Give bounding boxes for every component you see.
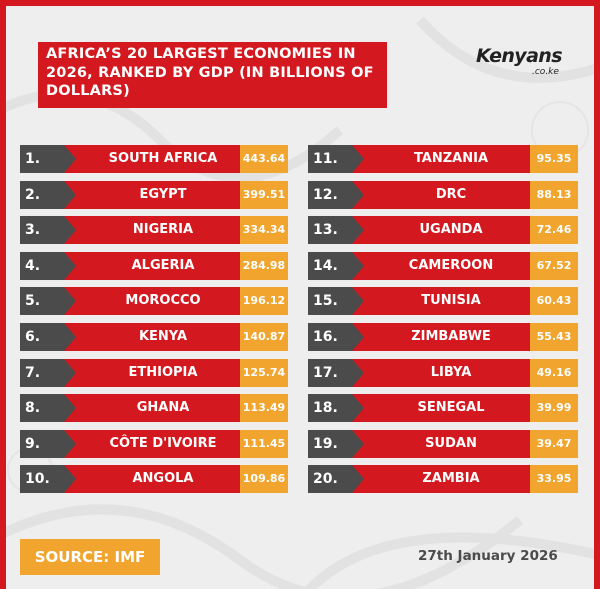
- gdp-value: 111.45: [240, 430, 288, 458]
- gdp-value: 443.64: [240, 145, 288, 173]
- country-name: CAMEROON: [352, 252, 542, 280]
- chart-title: AFRICA’S 20 LARGEST ECONOMIES IN 2026, R…: [38, 42, 387, 108]
- rank-number: 14.: [308, 252, 364, 280]
- gdp-value: 125.74: [240, 359, 288, 387]
- rank-number: 6.: [20, 323, 76, 351]
- gdp-value: 88.13: [530, 181, 578, 209]
- gdp-value: 49.16: [530, 359, 578, 387]
- gdp-value: 60.43: [530, 287, 578, 315]
- rank-number: 10.: [20, 465, 76, 493]
- rank-number: 15.: [308, 287, 364, 315]
- rank-number: 16.: [308, 323, 364, 351]
- country-name: UGANDA: [352, 216, 542, 244]
- gdp-value: 334.34: [240, 216, 288, 244]
- country-name: EGYPT: [64, 181, 254, 209]
- gdp-value: 55.43: [530, 323, 578, 351]
- rank-number: 5.: [20, 287, 76, 315]
- rank-number: 13.: [308, 216, 364, 244]
- logo-suffix: .co.ke: [532, 67, 559, 77]
- country-name: ANGOLA: [64, 465, 254, 493]
- rank-number: 4.: [20, 252, 76, 280]
- country-name: SUDAN: [352, 430, 542, 458]
- rank-number: 7.: [20, 359, 76, 387]
- gdp-value: 399.51: [240, 181, 288, 209]
- country-name: TANZANIA: [352, 145, 542, 173]
- country-name: LIBYA: [352, 359, 542, 387]
- gdp-value: 95.35: [530, 145, 578, 173]
- country-name: ALGERIA: [64, 252, 254, 280]
- gdp-value: 39.47: [530, 430, 578, 458]
- country-name: NIGERIA: [64, 216, 254, 244]
- right-border: [594, 0, 600, 589]
- gdp-value: 140.87: [240, 323, 288, 351]
- left-border: [0, 0, 6, 589]
- gdp-value: 113.49: [240, 394, 288, 422]
- rank-number: 11.: [308, 145, 364, 173]
- rank-number: 8.: [20, 394, 76, 422]
- country-name: KENYA: [64, 323, 254, 351]
- country-name: SOUTH AFRICA: [64, 145, 254, 173]
- gdp-value: 67.52: [530, 252, 578, 280]
- rank-number: 17.: [308, 359, 364, 387]
- rank-number: 19.: [308, 430, 364, 458]
- gdp-value: 33.95: [530, 465, 578, 493]
- country-name: MOROCCO: [64, 287, 254, 315]
- gdp-value: 39.99: [530, 394, 578, 422]
- gdp-value: 109.86: [240, 465, 288, 493]
- top-border: [0, 0, 600, 6]
- rank-number: 18.: [308, 394, 364, 422]
- rank-number: 20.: [308, 465, 364, 493]
- rank-number: 1.: [20, 145, 76, 173]
- source-label: SOURCE: IMF: [20, 539, 160, 575]
- country-name: ZIMBABWE: [352, 323, 542, 351]
- country-name: SENEGAL: [352, 394, 542, 422]
- gdp-value: 72.46: [530, 216, 578, 244]
- logo-name: Kenyans: [476, 45, 563, 67]
- gdp-value: 284.98: [240, 252, 288, 280]
- date-label: 27th January 2026: [418, 548, 558, 564]
- rank-number: 12.: [308, 181, 364, 209]
- country-name: TUNISIA: [352, 287, 542, 315]
- country-name: GHANA: [64, 394, 254, 422]
- country-name: ETHIOPIA: [64, 359, 254, 387]
- kenyans-logo: Kenyans .co.ke: [476, 45, 586, 77]
- country-name: ZAMBIA: [352, 465, 542, 493]
- country-name: DRC: [352, 181, 542, 209]
- country-name: CÔTE D'IVOIRE: [64, 430, 254, 458]
- rank-number: 3.: [20, 216, 76, 244]
- gdp-value: 196.12: [240, 287, 288, 315]
- rank-number: 9.: [20, 430, 76, 458]
- rank-number: 2.: [20, 181, 76, 209]
